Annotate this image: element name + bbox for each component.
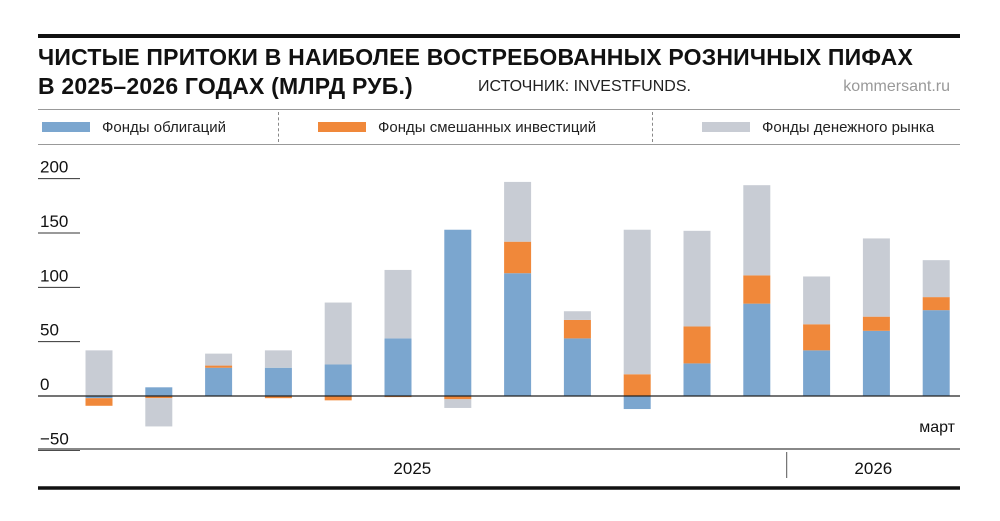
legend-label: Фонды облигаций — [102, 118, 226, 136]
bar-segment-money-market — [563, 311, 591, 320]
bar-segment-bonds — [922, 310, 950, 396]
bar-segment-mixed — [85, 398, 113, 406]
bar-segment-money-market — [205, 353, 233, 366]
bar-segment-money-market — [324, 302, 352, 365]
bar-segment-money-market — [803, 276, 831, 325]
chart-title-line2: В 2025–2026 ГОДАХ (МЛРД РУБ.) — [38, 73, 413, 99]
bar-segment-mixed — [563, 319, 591, 339]
brand-logo-text: kommersant.ru — [843, 78, 950, 95]
bar-segment-money-market — [623, 229, 651, 375]
bar-segment-bonds — [563, 338, 591, 396]
bar-segment-bonds — [145, 387, 173, 396]
bar-segment-mixed — [504, 241, 532, 274]
legend-item-bonds: Фонды облигаций — [42, 110, 226, 144]
bar-segment-bonds — [743, 303, 771, 396]
bar-segment-bonds — [205, 367, 233, 396]
y-tick-label: 0 — [40, 375, 49, 394]
x-group-label: 2026 — [854, 459, 892, 478]
top-rule — [38, 34, 960, 38]
bar-segment-money-market — [444, 399, 472, 408]
bar-segment-money-market — [85, 350, 113, 396]
bar-segment-mixed — [803, 324, 831, 351]
y-tick-label: 50 — [40, 321, 59, 340]
y-tick-label: 150 — [40, 212, 68, 231]
legend-label: Фонды денежного рынка — [762, 118, 935, 136]
y-tick-label: −50 — [40, 429, 69, 448]
bar-segment-mixed — [444, 396, 472, 400]
legend-item-mixed: Фонды смешанных инвестиций — [318, 110, 596, 144]
bar-segment-mixed — [862, 316, 890, 331]
legend-divider — [278, 112, 279, 142]
bar-segment-money-market — [145, 398, 173, 427]
bar-segment-money-market — [264, 350, 292, 368]
bar-segment-money-market — [683, 230, 711, 327]
y-tick-label: 200 — [40, 158, 68, 177]
bar-segment-mixed — [623, 374, 651, 396]
chart-title-line1: ЧИСТЫЕ ПРИТОКИ В НАИБОЛЕЕ ВОСТРЕБОВАННЫХ… — [38, 44, 913, 70]
bar-segment-bonds — [384, 338, 412, 396]
bar-segment-mixed — [324, 396, 352, 401]
bar-segment-bonds — [85, 396, 113, 399]
legend: Фонды облигаций Фонды смешанных инвестиц… — [38, 109, 960, 145]
x-category-label: март — [919, 419, 955, 436]
bar-segment-bonds — [444, 229, 472, 396]
bar-segment-mixed — [205, 365, 233, 368]
bar-segment-money-market — [504, 181, 532, 242]
bar-segment-bonds — [504, 273, 532, 396]
bar-segment-money-market — [384, 269, 412, 339]
legend-swatch — [318, 122, 366, 132]
bar-segment-bonds — [862, 330, 890, 396]
legend-swatch — [42, 122, 90, 132]
bar-segment-bonds — [623, 396, 651, 410]
bar-segment-money-market — [743, 185, 771, 276]
bar-segment-mixed — [683, 326, 711, 364]
legend-divider — [652, 112, 653, 142]
bar-segment-bonds — [324, 364, 352, 396]
bar-segment-money-market — [922, 260, 950, 298]
legend-swatch — [702, 122, 750, 132]
bar-segment-mixed — [145, 396, 173, 399]
bar-segment-bonds — [683, 363, 711, 396]
bar-segment-bonds — [264, 367, 292, 396]
legend-label: Фонды смешанных инвестиций — [378, 118, 597, 136]
bar-segment-mixed — [743, 275, 771, 304]
bar-segment-mixed — [264, 396, 292, 399]
bar-segment-money-market — [862, 238, 890, 317]
bar-segment-bonds — [803, 350, 831, 396]
x-group-label: 2025 — [393, 459, 431, 478]
source-note: ИСТОЧНИК: INVESTFUNDS. — [478, 78, 691, 95]
legend-item-money-market: Фонды денежного рынка — [702, 110, 934, 144]
bar-segment-mixed — [922, 297, 950, 311]
y-tick-label: 100 — [40, 266, 68, 285]
